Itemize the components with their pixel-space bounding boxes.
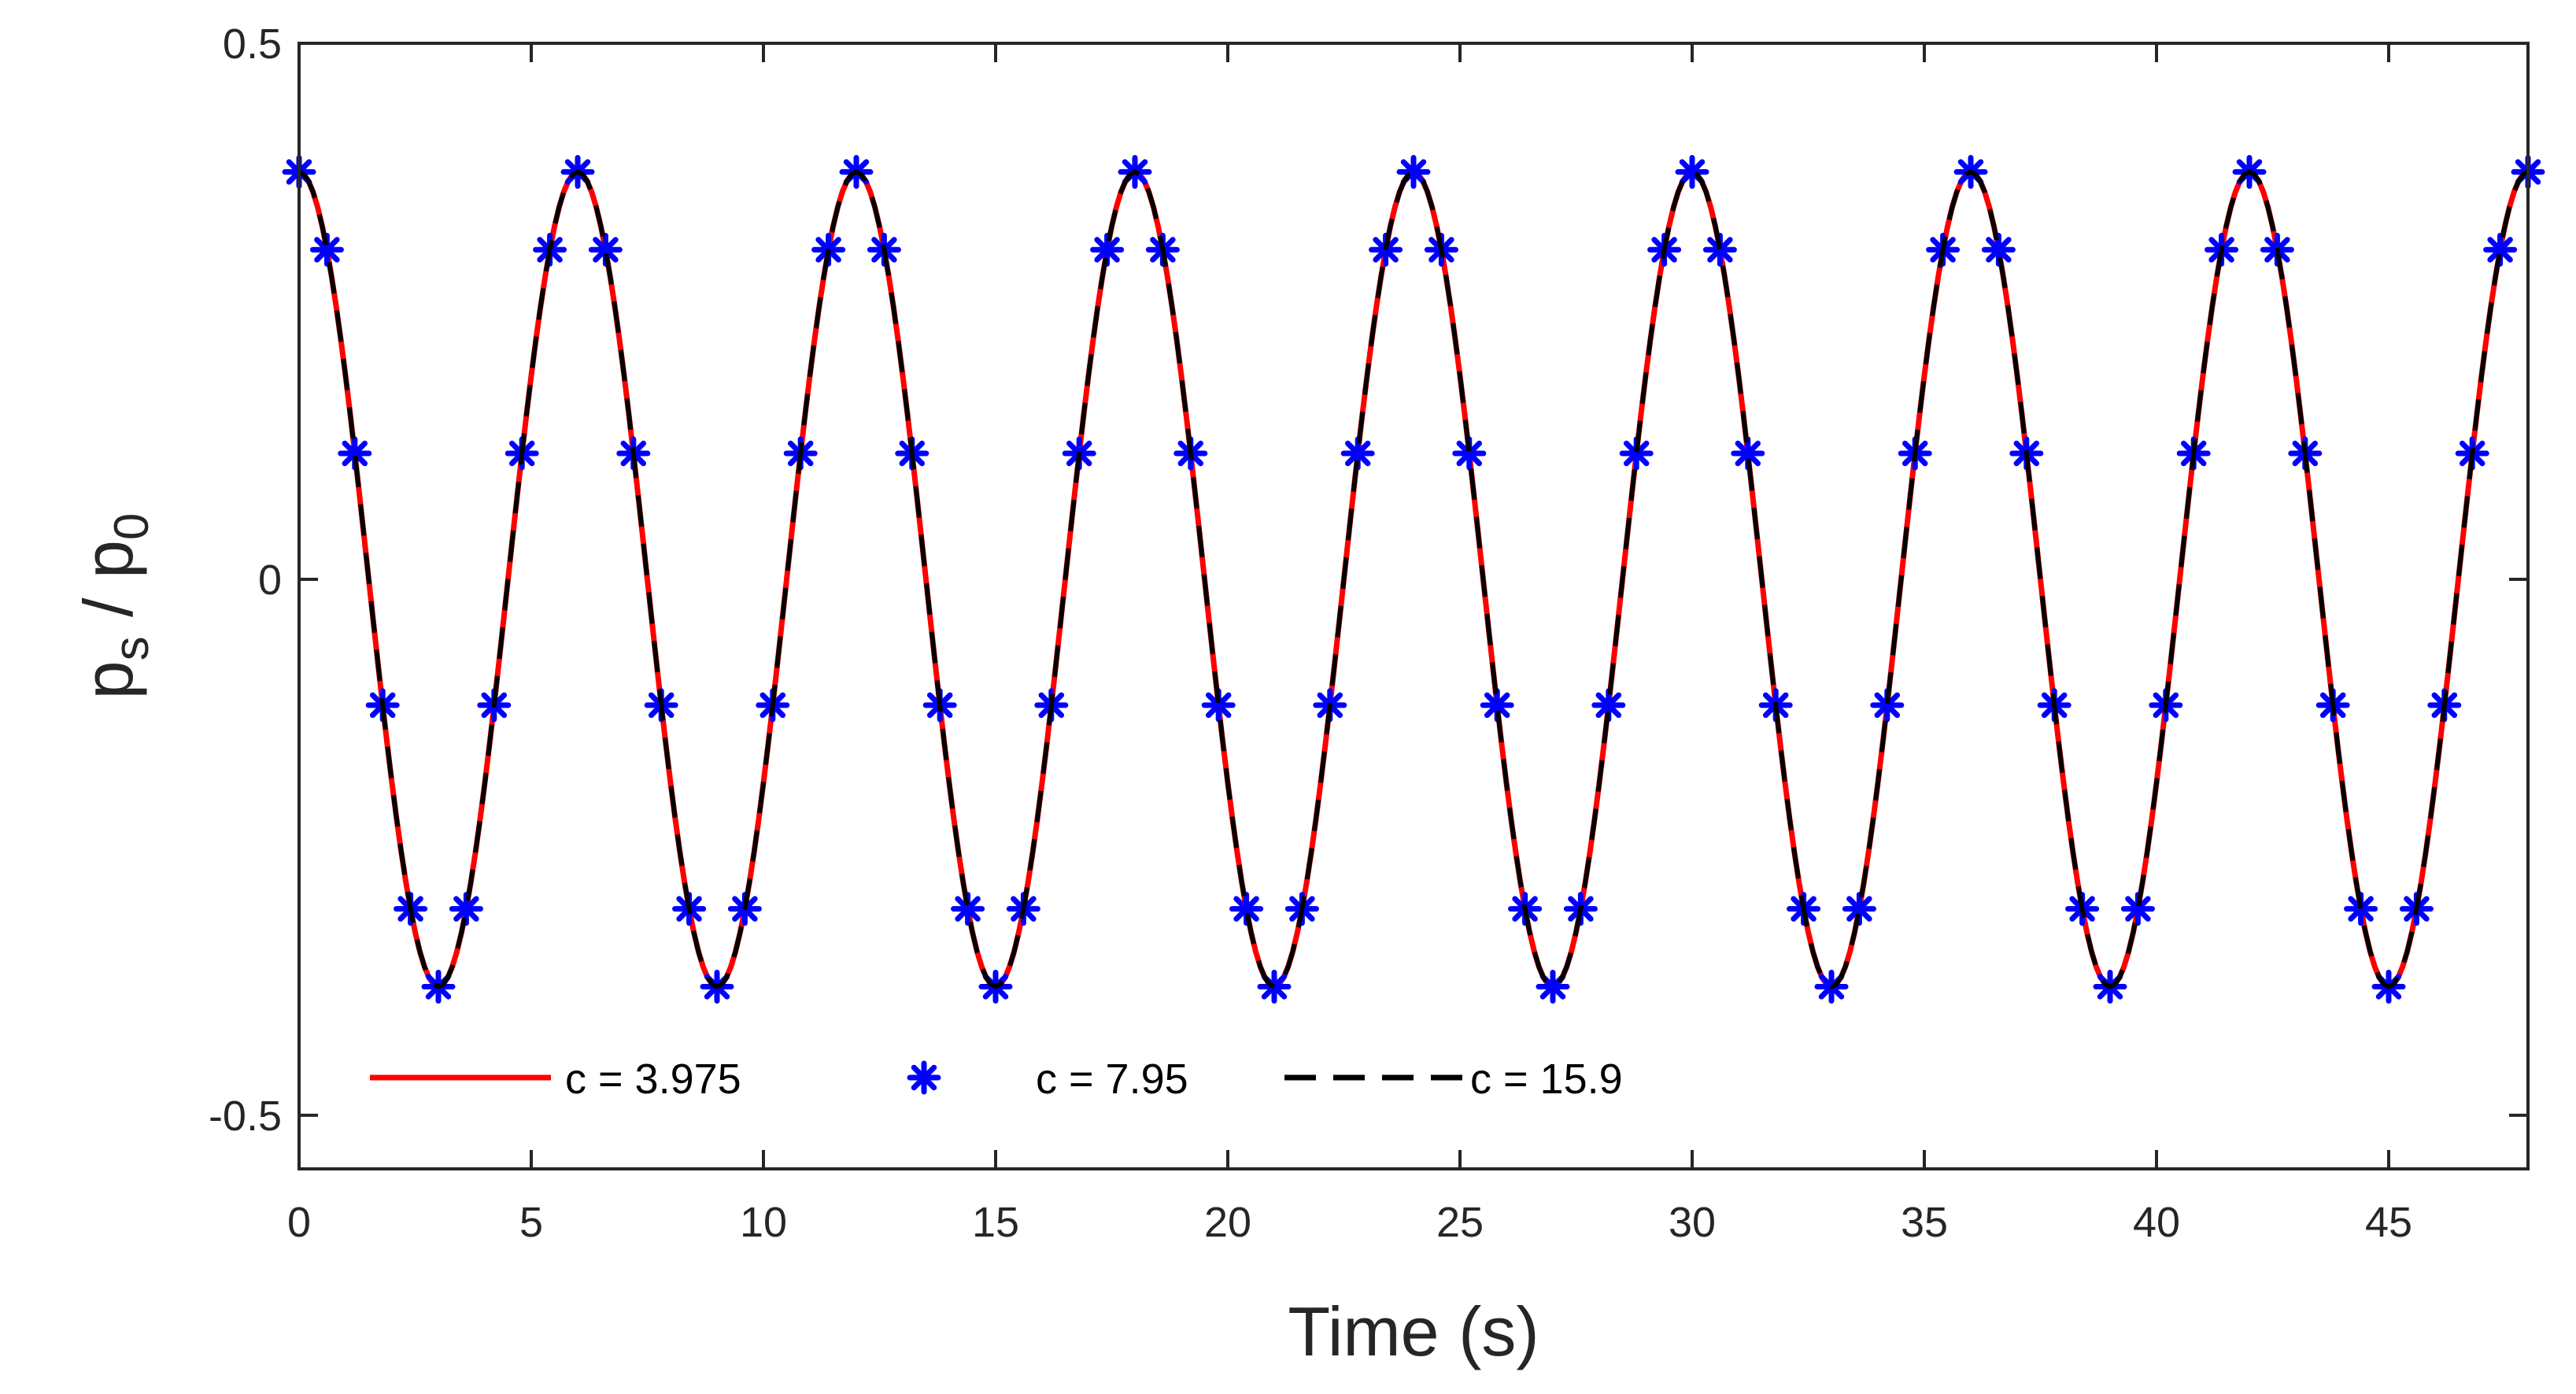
x-tick-label: 40	[2133, 1199, 2180, 1246]
x-tick-label: 10	[740, 1199, 787, 1246]
y-tick-label: 0	[258, 556, 282, 604]
axes-box	[298, 42, 2530, 1170]
y-tick-label: -0.5	[209, 1093, 282, 1140]
x-tick-label: 35	[1901, 1199, 1948, 1246]
legend-label-c159: c = 15.9	[1470, 1056, 1623, 1103]
data-point-marker	[1396, 154, 1431, 189]
x-tick-label: 30	[1669, 1199, 1716, 1246]
data-point-marker	[951, 892, 985, 926]
series-layer	[282, 154, 2545, 1004]
ticks-layer: 0 5 10 15 20 25 30 35 40 45 -0.5 0 0.5	[209, 20, 2528, 1246]
y-axis-title-mid: / p	[69, 540, 147, 636]
y-axis-title-base: p	[69, 660, 147, 699]
x-tick-label: 20	[1204, 1199, 1251, 1246]
x-axis-title: Time (s)	[1288, 1292, 1539, 1370]
legend: c = 3.975 c = 7.95 c = 15.9	[370, 1056, 1623, 1103]
legend-label-c3975: c = 3.975	[565, 1056, 741, 1103]
data-point-marker	[1619, 436, 1654, 471]
plot-area	[299, 43, 2528, 1169]
x-tick-label: 15	[972, 1199, 1019, 1246]
x-tick-label: 45	[2365, 1199, 2412, 1246]
x-tick-label: 0	[287, 1199, 311, 1246]
series-line-2	[298, 169, 2530, 989]
y-axis-title-sub2: 0	[105, 513, 159, 540]
y-axis-title: ps / p0	[69, 513, 159, 700]
y-tick-label: 0.5	[223, 20, 282, 68]
legend-label-c795: c = 7.95	[1036, 1056, 1188, 1103]
y-axis-title-sub1: s	[105, 636, 159, 660]
x-tick-label: 5	[519, 1199, 543, 1246]
legend-marker-c795	[907, 1060, 941, 1095]
x-tick-label: 25	[1436, 1199, 1484, 1246]
legend-asterisk-marker	[907, 1060, 941, 1095]
